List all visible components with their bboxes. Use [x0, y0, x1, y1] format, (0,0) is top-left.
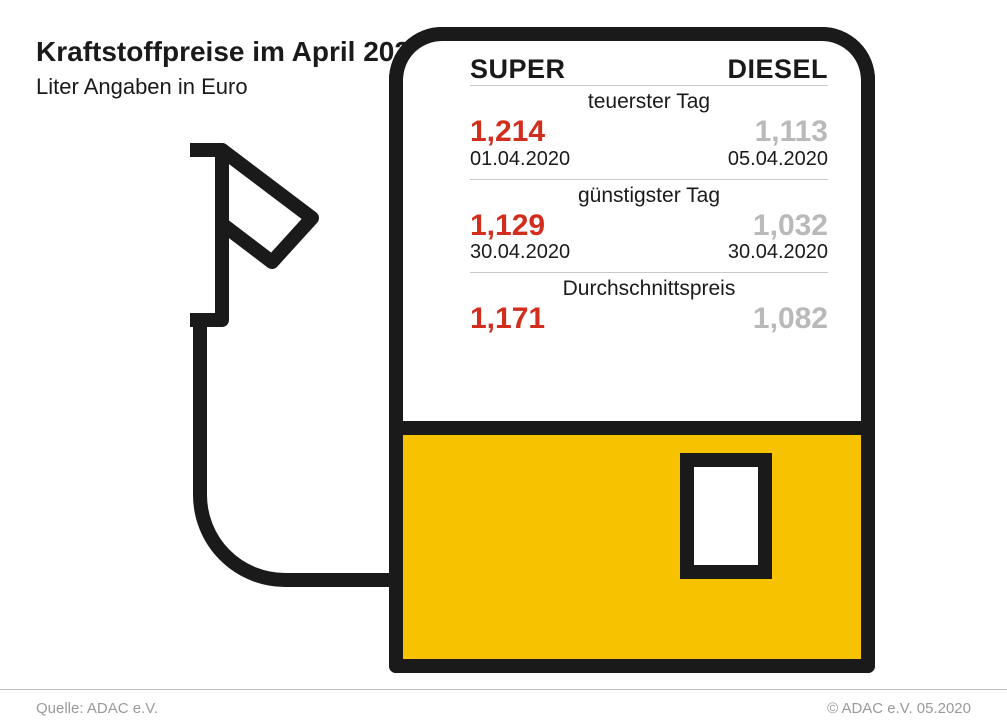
display-header-row: SUPER DIESEL: [470, 54, 828, 85]
price-row: 1,129 1,032: [470, 210, 828, 242]
super-date: 01.04.2020: [470, 148, 570, 171]
col-header-diesel: DIESEL: [727, 54, 828, 85]
section-label: Durchschnittspreis: [470, 277, 828, 301]
section-average: Durchschnittspreis 1,171 1,082: [470, 272, 828, 343]
super-price: 1,171: [470, 303, 545, 335]
section-most-expensive: teuerster Tag 1,214 1,113 01.04.2020 05.…: [470, 85, 828, 179]
infographic-canvas: Kraftstoffpreise im April 2020 Liter Ang…: [0, 0, 1007, 727]
super-price: 1,129: [470, 210, 545, 242]
price-row: 1,214 1,113: [470, 116, 828, 148]
section-cheapest: günstigster Tag 1,129 1,032 30.04.2020 3…: [470, 179, 828, 273]
super-price: 1,214: [470, 116, 545, 148]
col-header-super: SUPER: [470, 54, 566, 85]
footer-copyright: © ADAC e.V. 05.2020: [827, 700, 971, 717]
diesel-date: 05.04.2020: [728, 148, 828, 171]
footer-source: Quelle: ADAC e.V.: [36, 700, 158, 717]
diesel-price: 1,113: [755, 116, 828, 148]
diesel-price: 1,082: [753, 303, 828, 335]
super-date: 30.04.2020: [470, 241, 570, 264]
diesel-price: 1,032: [753, 210, 828, 242]
price-display-panel: SUPER DIESEL teuerster Tag 1,214 1,113 0…: [448, 46, 850, 420]
section-label: günstigster Tag: [470, 184, 828, 208]
diesel-date: 30.04.2020: [728, 241, 828, 264]
price-row: 1,171 1,082: [470, 303, 828, 335]
footer: Quelle: ADAC e.V. © ADAC e.V. 05.2020: [0, 689, 1007, 727]
date-row: 30.04.2020 30.04.2020: [470, 241, 828, 264]
date-row: 01.04.2020 05.04.2020: [470, 148, 828, 171]
section-label: teuerster Tag: [470, 90, 828, 114]
